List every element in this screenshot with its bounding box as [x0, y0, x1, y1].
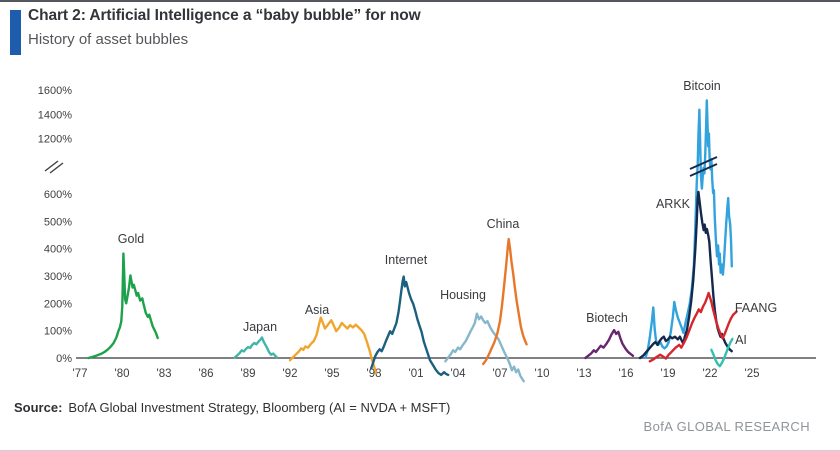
series-label-faang: FAANG — [735, 301, 777, 315]
series-label-arkk: ARKK — [656, 197, 691, 211]
series-label-housing: Housing — [440, 288, 486, 302]
series-line-biotech — [584, 328, 635, 360]
axis-break-icon — [49, 162, 64, 174]
source-label: Source: — [14, 400, 63, 415]
x-tick-label: '80 — [115, 368, 130, 380]
x-tick-label: '13 — [577, 368, 592, 380]
x-tick-label: '83 — [157, 368, 172, 380]
series-label-japan: Japan — [243, 320, 277, 334]
series-label-bitcoin: Bitcoin — [683, 79, 721, 93]
y-tick-label: 1200% — [38, 134, 72, 146]
x-tick-label: '04 — [451, 368, 467, 380]
series-line-ai — [710, 337, 734, 368]
y-tick-label: 200% — [44, 298, 72, 310]
series-line-faang — [648, 291, 738, 363]
series-line-asia — [288, 316, 378, 375]
x-tick-label: '77 — [73, 368, 88, 380]
y-tick-label: 400% — [44, 244, 72, 256]
x-tick-label: '25 — [745, 368, 760, 380]
x-tick-label: '95 — [325, 368, 340, 380]
series-line-internet — [370, 275, 450, 377]
chart-subtitle: History of asset bubbles — [28, 31, 189, 48]
line-break-icon — [689, 163, 718, 177]
x-tick-label: '10 — [535, 368, 550, 380]
line-break-icon — [689, 156, 718, 170]
title-accent-bar — [10, 10, 21, 55]
y-tick-label: 300% — [44, 271, 72, 283]
series-line-arkk — [638, 190, 733, 360]
series-line-gold — [87, 252, 159, 360]
top-divider — [0, 0, 840, 2]
series-label-china: China — [487, 217, 520, 231]
y-tick-label: 100% — [44, 326, 72, 338]
x-tick-label: '19 — [661, 368, 676, 380]
series-label-ai: AI — [735, 333, 747, 347]
y-tick-label: 500% — [44, 216, 72, 228]
x-tick-label: '86 — [199, 368, 214, 380]
x-tick-label: '07 — [493, 368, 508, 380]
x-tick-label: '92 — [283, 368, 298, 380]
series-label-internet: Internet — [385, 253, 428, 267]
series-line-bitcoin — [644, 99, 733, 359]
source-line: Source: BofA Global Investment Strategy, … — [14, 400, 450, 415]
axis-break-icon — [44, 160, 59, 172]
series-label-gold: Gold — [118, 232, 144, 246]
series-line-housing — [444, 312, 525, 383]
series-line-japan — [233, 336, 278, 359]
x-tick-label: '89 — [241, 368, 256, 380]
y-tick-label: 1400% — [38, 109, 72, 121]
source-text: BofA Global Investment Strategy, Bloombe… — [68, 400, 451, 415]
series-label-biotech: Biotech — [586, 311, 628, 325]
brand-mark: BofA GLOBAL RESEARCH — [643, 419, 810, 434]
series-label-asia: Asia — [305, 303, 329, 317]
y-tick-label: 0% — [56, 353, 72, 365]
series-line-china — [482, 237, 528, 366]
x-tick-label: '16 — [619, 368, 634, 380]
chart-title: Chart 2: Artificial Intelligence a “baby… — [28, 7, 421, 24]
y-tick-label: 600% — [44, 189, 72, 201]
x-tick-label: '98 — [367, 368, 382, 380]
y-tick-label: 1600% — [38, 85, 72, 97]
x-tick-label: '01 — [409, 368, 424, 380]
x-tick-label: '22 — [703, 368, 718, 380]
